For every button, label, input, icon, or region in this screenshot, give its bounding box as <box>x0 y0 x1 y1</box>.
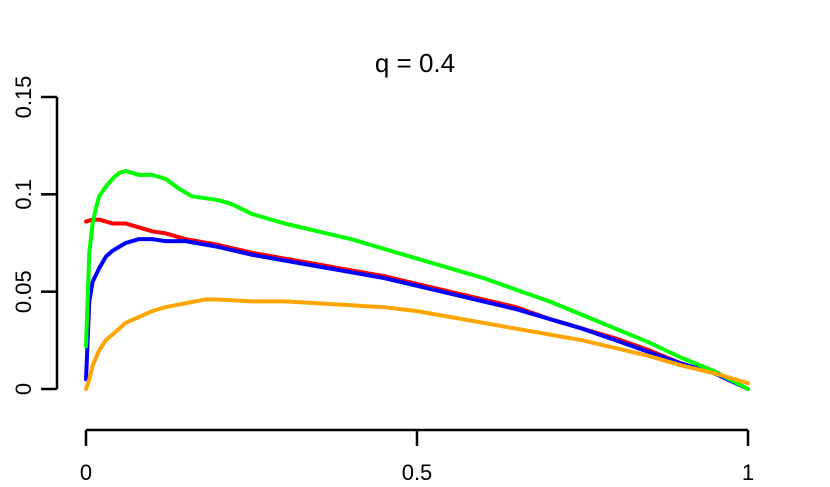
y-axis: 0 0.05 0.1 0.15 <box>11 76 59 395</box>
series-line-2 <box>84 237 750 391</box>
y-tick-label: 0.05 <box>11 270 36 313</box>
x-tick-label: 0.5 <box>402 460 433 485</box>
chart-title: q = 0.4 <box>375 48 455 78</box>
x-axis: 0 0.5 1 <box>80 428 754 485</box>
series-line-4 <box>84 297 750 391</box>
y-tick-label: 0.1 <box>11 179 36 210</box>
x-tick-label: 1 <box>742 460 754 485</box>
series-line-3 <box>84 169 750 391</box>
x-tick-label: 0 <box>80 460 92 485</box>
plot-lines <box>84 169 750 391</box>
y-tick-label: 0.15 <box>11 76 36 119</box>
y-tick-label: 0 <box>11 383 36 395</box>
